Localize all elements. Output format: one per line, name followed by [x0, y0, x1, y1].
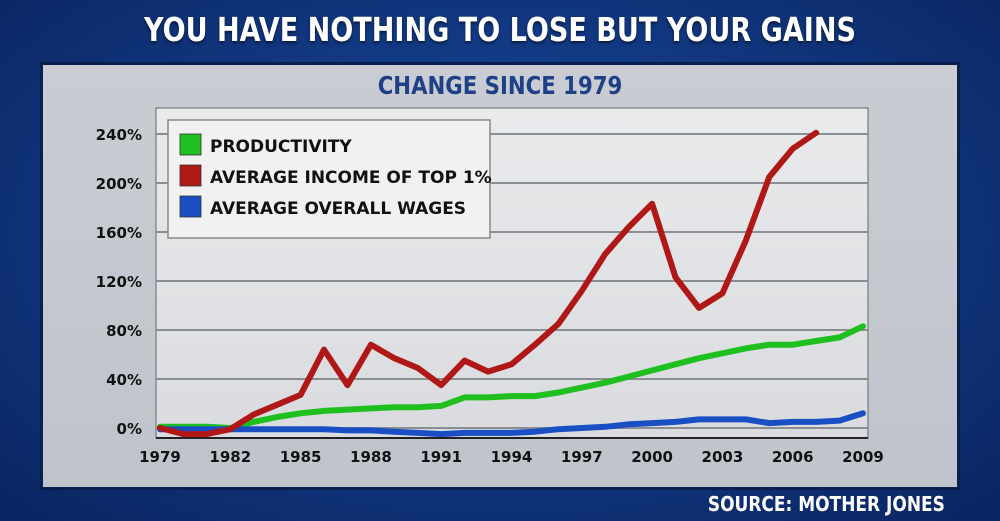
x-tick-label: 1979	[139, 448, 181, 466]
legend-label: AVERAGE OVERALL WAGES	[210, 199, 466, 219]
x-tick-label: 1988	[350, 448, 392, 466]
page-title: YOU HAVE NOTHING TO LOSE BUT YOUR GAINS	[144, 10, 856, 49]
series-line-2	[157, 410, 866, 438]
y-tick-label: 80%	[106, 322, 142, 340]
legend-swatch	[179, 195, 202, 218]
legend-label: AVERAGE INCOME OF TOP 1%	[210, 168, 492, 188]
x-tick-label: 2006	[772, 448, 814, 466]
y-tick-label: 120%	[96, 273, 142, 291]
y-tick-label: 160%	[96, 224, 142, 242]
chart-title: CHANGE SINCE 1979	[377, 71, 623, 100]
legend-box	[167, 119, 491, 239]
x-tick-label: 1994	[491, 448, 533, 466]
x-tick-label: 1991	[420, 448, 462, 466]
legend-swatch	[179, 164, 202, 187]
legend-label: PRODUCTIVITY	[210, 137, 352, 157]
y-tick-label: 240%	[96, 126, 142, 144]
y-tick-label: 0%	[117, 420, 142, 438]
x-tick-label: 1982	[209, 448, 251, 466]
x-tick-label: 1997	[561, 448, 603, 466]
y-tick-label: 200%	[96, 175, 142, 193]
x-tick-label: 2000	[631, 448, 673, 466]
series-line-0	[157, 323, 866, 431]
x-tick-label: 2003	[702, 448, 744, 466]
series-line-1	[157, 129, 820, 438]
x-tick-label: 1985	[280, 448, 322, 466]
y-tick-label: 40%	[106, 371, 142, 389]
source-credit: SOURCE: MOTHER JONES	[707, 492, 945, 516]
x-tick-label: 2009	[842, 448, 884, 466]
legend-swatch	[179, 133, 202, 156]
